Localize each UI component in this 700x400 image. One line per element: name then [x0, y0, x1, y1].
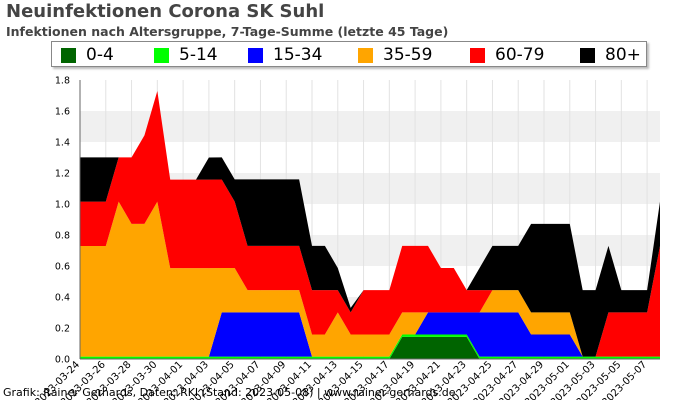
chart-subtitle: Infektionen nach Altersgruppe, 7-Tage-Su…: [6, 24, 449, 39]
y-tick-label: 0.8: [55, 231, 70, 242]
legend-item-5-14: 5-14: [154, 45, 218, 65]
legend-swatch-60-79: [470, 47, 485, 63]
y-tick-label: 1.2: [55, 169, 70, 180]
y-tick-label: 0.0: [55, 355, 70, 366]
y-tick-label: 1.8: [55, 76, 70, 87]
legend-item-60-79: 60-79: [470, 45, 544, 65]
legend-swatch-15-34: [248, 47, 263, 63]
legend-label-0-4: 0-4: [86, 45, 114, 65]
area-series-15-34: [80, 312, 660, 357]
legend: 0-4 5-14 15-34 35-59 60-79 80+: [51, 41, 647, 67]
legend-swatch-5-14: [154, 47, 169, 63]
legend-swatch-80-plus: [580, 47, 595, 63]
axes: [79, 80, 660, 360]
y-tick-label: 0.2: [55, 324, 70, 335]
legend-label-80-plus: 80+: [605, 45, 641, 65]
chart-title: Neuinfektionen Corona SK Suhl: [6, 1, 325, 22]
legend-label-5-14: 5-14: [179, 45, 218, 65]
y-tick-label: 0.6: [55, 262, 70, 273]
legend-label-15-34: 15-34: [273, 45, 323, 65]
y-tick-label: 1.4: [55, 138, 70, 149]
area-series-35-59: [80, 201, 660, 357]
grid-band: [80, 111, 660, 142]
area-series-60-79: [80, 91, 660, 357]
legend-swatch-0-4: [61, 47, 76, 63]
legend-item-0-4: 0-4: [61, 45, 114, 65]
y-tick-labels: 0.0 0.2 0.4 0.6 0.8 1.0 1.2 1.4 1.6 1.8: [55, 76, 70, 366]
stacked-areas: [80, 91, 660, 359]
legend-label-35-59: 35-59: [383, 45, 433, 65]
y-tick-label: 1.6: [55, 107, 70, 118]
legend-swatch-35-59: [358, 47, 373, 63]
legend-label-60-79: 60-79: [495, 45, 545, 65]
area-series-80-plus: [80, 91, 660, 357]
legend-item-15-34: 15-34: [248, 45, 322, 65]
footer-credit: Grafik: Rainer Gerhards, Daten: RKI (Sta…: [3, 386, 456, 399]
y-tick-label: 0.4: [55, 293, 70, 304]
y-tick-label: 1.0: [55, 200, 70, 211]
legend-item-80-plus: 80+: [580, 45, 641, 65]
legend-item-35-59: 35-59: [358, 45, 432, 65]
